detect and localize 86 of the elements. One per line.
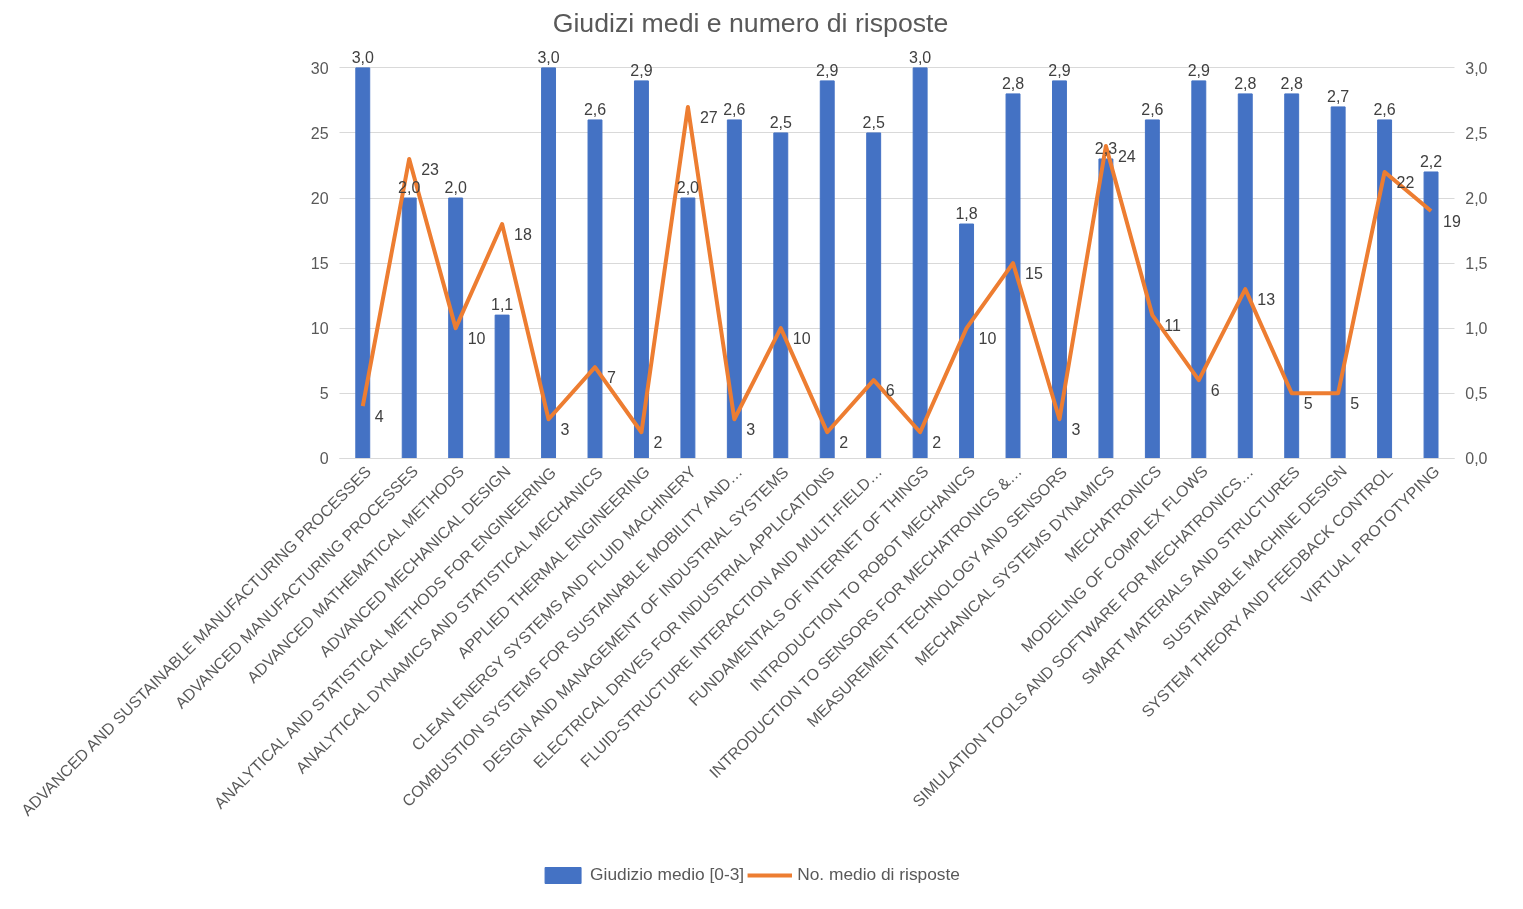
legend-label: Giudizio medio [0-3] [590, 864, 745, 885]
y-tick-label: 5 [319, 385, 329, 403]
bar [912, 67, 928, 459]
data-label: 7 [607, 369, 616, 387]
data-label: 2,5 [862, 113, 885, 131]
data-label: 10 [978, 330, 997, 348]
data-label: 11 [1164, 317, 1182, 335]
data-label: 22 [1396, 173, 1415, 191]
data-label: 2 [839, 434, 849, 452]
y-tick-label: 10 [310, 320, 329, 338]
data-label: 3 [746, 421, 756, 439]
y2-tick-label: 3,0 [1465, 59, 1488, 77]
y2-tick-label: 2,5 [1465, 124, 1488, 142]
data-label: 18 [514, 226, 532, 244]
data-label: 2,6 [1373, 100, 1396, 118]
bar [355, 67, 371, 459]
bar [1191, 80, 1207, 459]
bar [959, 223, 975, 459]
bar [494, 314, 510, 459]
data-label: 4 [374, 408, 384, 426]
data-label: 2,9 [1048, 61, 1071, 79]
bar [587, 119, 603, 459]
bar [866, 132, 882, 459]
data-label: 3,0 [351, 48, 374, 66]
chart-title: Giudizi medi e numero di risposte [552, 7, 949, 38]
data-label: 1,1 [490, 296, 514, 314]
y2-tick-label: 1,5 [1465, 255, 1488, 273]
data-label: 2,8 [1280, 74, 1303, 92]
data-label: 13 [1257, 291, 1276, 309]
data-label: 23 [421, 160, 440, 178]
bar [1237, 93, 1253, 459]
y2-tick-label: 0,0 [1465, 450, 1488, 468]
data-label: 3,0 [909, 48, 932, 66]
bar [819, 80, 835, 459]
y2-tick-label: 1,0 [1465, 320, 1488, 338]
bar [1144, 119, 1160, 459]
data-label: 2,9 [816, 61, 839, 79]
data-label: 2 [932, 434, 942, 452]
bar [633, 80, 649, 459]
data-label: 1,8 [955, 205, 978, 223]
y-tick-label: 15 [310, 255, 329, 273]
data-label: 2,2 [1419, 152, 1443, 170]
bar [773, 132, 789, 459]
data-label: 2,6 [583, 100, 607, 118]
data-label: 10 [467, 330, 486, 348]
y-tick-label: 30 [310, 59, 329, 77]
data-label: 2,7 [1327, 87, 1350, 105]
data-label: 5 [1350, 395, 1360, 413]
bar [726, 119, 742, 459]
data-label: 6 [885, 382, 895, 400]
y2-tick-label: 2,0 [1465, 190, 1488, 207]
data-label: 2,6 [723, 100, 746, 118]
bar [401, 197, 417, 459]
y-tick-label: 20 [310, 190, 329, 207]
data-label: 10 [792, 330, 811, 348]
y-tick-label: 0 [319, 450, 329, 468]
bar [1052, 80, 1067, 459]
data-label: 2,9 [630, 61, 653, 79]
data-label: 2,0 [444, 179, 467, 196]
bar [680, 197, 696, 459]
bar [541, 67, 557, 459]
data-label: 2,5 [769, 113, 793, 131]
data-label: 2,9 [1187, 61, 1211, 79]
data-label: 5 [1303, 395, 1313, 413]
y2-tick-label: 0,5 [1465, 385, 1488, 403]
y-tick-label: 25 [310, 124, 329, 142]
bar [1330, 106, 1346, 459]
data-label: 27 [699, 108, 718, 126]
bar [1098, 158, 1114, 459]
data-label: 15 [1025, 265, 1043, 283]
legend-label: No. medio di risposte [797, 864, 960, 885]
bar [448, 197, 464, 459]
bar [1423, 171, 1439, 459]
data-label: 19 [1443, 213, 1461, 231]
data-label: 2,8 [1001, 74, 1025, 92]
data-label: 3 [560, 421, 570, 439]
data-label: 2,8 [1234, 74, 1257, 92]
data-label: 3,0 [537, 48, 560, 66]
bar [1377, 119, 1393, 459]
bar [1284, 93, 1300, 459]
bar [1005, 93, 1021, 459]
data-label: 24 [1117, 147, 1136, 165]
data-label: 2 [653, 434, 663, 452]
data-label: 6 [1210, 382, 1220, 400]
data-label: 3 [1071, 421, 1081, 439]
data-label: 2,6 [1141, 100, 1164, 118]
